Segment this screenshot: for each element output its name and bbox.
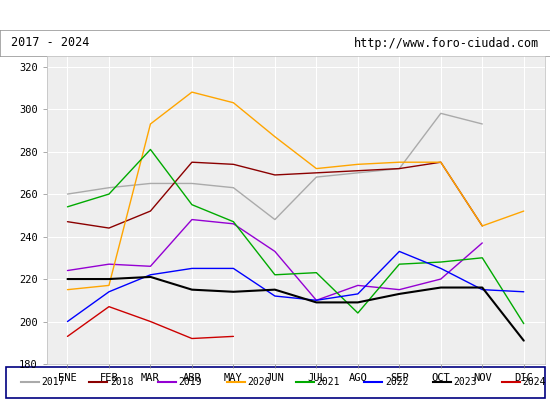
FancyBboxPatch shape bbox=[6, 366, 544, 398]
Text: 2017: 2017 bbox=[41, 377, 65, 387]
Text: 2022: 2022 bbox=[385, 377, 409, 387]
Text: 2019: 2019 bbox=[179, 377, 202, 387]
Text: 2021: 2021 bbox=[316, 377, 340, 387]
Text: 2024: 2024 bbox=[522, 377, 546, 387]
Text: Evolucion del paro registrado en Montemayor: Evolucion del paro registrado en Montema… bbox=[95, 8, 455, 22]
Text: 2018: 2018 bbox=[110, 377, 134, 387]
Text: 2017 - 2024: 2017 - 2024 bbox=[11, 36, 89, 50]
Text: 2023: 2023 bbox=[454, 377, 477, 387]
Text: 2020: 2020 bbox=[248, 377, 271, 387]
Text: http://www.foro-ciudad.com: http://www.foro-ciudad.com bbox=[354, 36, 539, 50]
